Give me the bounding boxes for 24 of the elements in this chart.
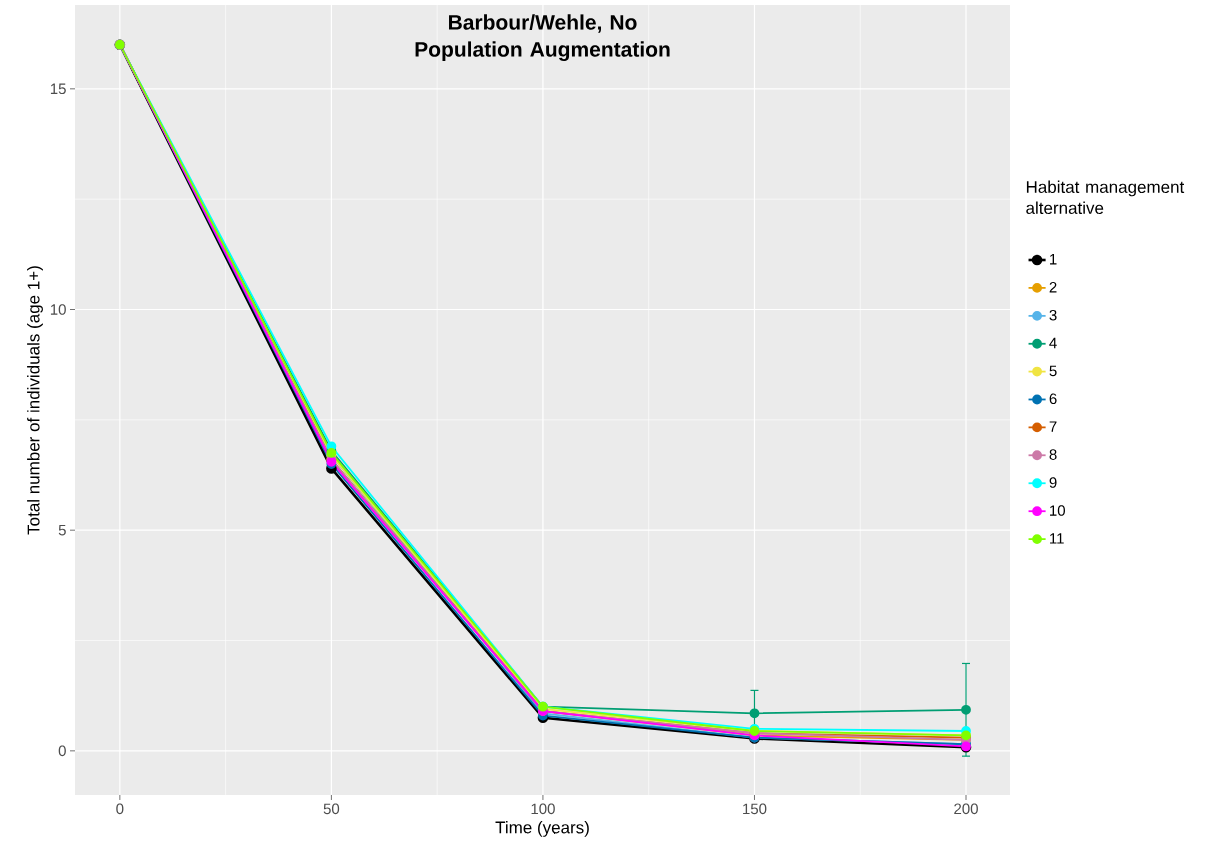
legend-label: 9 [1049, 477, 1057, 488]
legend-label: 10 [1050, 505, 1065, 516]
x-tick-label: 150 [743, 803, 767, 815]
legend-label: 4 [1049, 337, 1057, 349]
y-axis-title: Total number of individuals (age 1+) [27, 266, 43, 535]
x-tick-label: 100 [531, 803, 555, 815]
y-tick-label: 0 [58, 745, 66, 757]
legend-label: 7 [1049, 421, 1057, 432]
x-tick-label: 50 [323, 803, 340, 815]
y-tick-label: 10 [50, 304, 66, 315]
legend-label: 5 [1049, 365, 1057, 377]
text: Barbour/Wehle, No Population Augmentation [415, 14, 670, 62]
x-tick-label: 0 [116, 803, 124, 815]
legend-label: 2 [1049, 281, 1057, 293]
legend-label: 11 [1050, 533, 1064, 544]
legend-label: 3 [1049, 309, 1057, 321]
legend-label: 6 [1049, 393, 1057, 405]
legend-label: 1 [1050, 254, 1057, 265]
legend-label: 8 [1049, 449, 1057, 460]
x-axis-title: Time (years) [495, 821, 589, 837]
y-tick-label: 5 [58, 524, 66, 536]
legend-title: Habitat management alternative [1026, 180, 1185, 215]
y-tick-label: 15 [50, 83, 66, 95]
x-tick-label: 200 [954, 803, 978, 815]
